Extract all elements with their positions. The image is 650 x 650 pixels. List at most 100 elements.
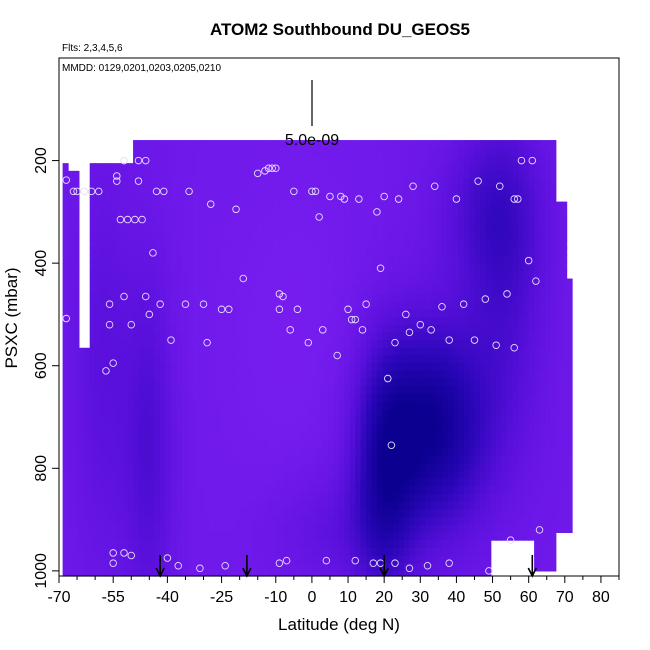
heatmap-cell: [187, 178, 194, 187]
heatmap-cell: [360, 478, 367, 487]
heatmap-cell: [317, 163, 324, 172]
heatmap-cell: [463, 378, 470, 387]
heatmap-cell: [198, 470, 205, 480]
heatmap-cell: [95, 509, 102, 518]
heatmap-cell: [441, 163, 448, 172]
heatmap-cell: [263, 309, 270, 318]
heatmap-cell: [122, 286, 129, 295]
heatmap-cell: [311, 470, 318, 480]
heatmap-cell: [441, 540, 448, 549]
heatmap-cell: [105, 324, 112, 333]
heatmap-cell: [268, 347, 275, 357]
heatmap-cell: [317, 432, 324, 441]
heatmap-cell: [89, 363, 96, 372]
heatmap-cell: [95, 463, 102, 472]
heatmap-cell: [376, 470, 383, 480]
heatmap-cell: [290, 163, 297, 172]
heatmap-cell: [246, 286, 253, 295]
heatmap-cell: [95, 401, 102, 410]
heatmap-cell: [376, 570, 383, 577]
heatmap-cell: [544, 286, 551, 295]
heatmap-cell: [539, 209, 546, 218]
heatmap-cell: [355, 163, 362, 172]
heatmap-cell: [263, 201, 270, 210]
heatmap-cell: [273, 455, 280, 464]
heatmap-cell: [214, 155, 221, 164]
heatmap-cell: [322, 455, 329, 464]
heatmap-cell: [452, 201, 459, 210]
heatmap-cell: [317, 286, 324, 295]
heatmap-cell: [187, 440, 194, 449]
heatmap-cell: [295, 455, 302, 464]
heatmap-cell: [143, 340, 150, 349]
heatmap-cell: [528, 247, 535, 257]
heatmap-cell: [409, 393, 416, 403]
heatmap-cell: [306, 232, 313, 241]
heatmap-cell: [116, 386, 123, 395]
heatmap-cell: [469, 501, 476, 510]
heatmap-cell: [241, 224, 248, 233]
heatmap-cell: [349, 540, 356, 549]
heatmap-cell: [68, 547, 75, 557]
heatmap-cell: [143, 247, 150, 257]
heatmap-cell: [534, 278, 541, 287]
heatmap-cell: [127, 447, 134, 457]
heatmap-cell: [165, 263, 172, 272]
heatmap-cell: [263, 432, 270, 441]
heatmap-cell: [198, 455, 205, 464]
heatmap-cell: [317, 540, 324, 549]
heatmap-cell: [463, 524, 470, 534]
heatmap-cell: [279, 155, 286, 164]
heatmap-cell: [100, 540, 107, 549]
heatmap-cell: [279, 163, 286, 172]
heatmap-cell: [241, 293, 248, 303]
heatmap-cell: [404, 540, 411, 549]
heatmap-cell: [198, 347, 205, 357]
heatmap-cell: [339, 209, 346, 218]
heatmap-cell: [317, 393, 324, 403]
heatmap-cell: [198, 201, 205, 210]
heatmap-cell: [198, 517, 205, 526]
heatmap-cell: [62, 386, 69, 395]
heatmap-cell: [425, 216, 432, 226]
heatmap-cell: [149, 355, 156, 364]
heatmap-cell: [279, 193, 286, 203]
heatmap-cell: [295, 393, 302, 403]
heatmap-cell: [458, 193, 465, 203]
heatmap-cell: [431, 216, 438, 226]
heatmap-cell: [89, 401, 96, 410]
heatmap-cell: [301, 570, 308, 577]
heatmap-cell: [246, 570, 253, 577]
heatmap-cell: [122, 363, 129, 372]
heatmap-cell: [257, 524, 264, 534]
heatmap-cell: [203, 570, 210, 577]
heatmap-cell: [273, 370, 280, 380]
heatmap-cell: [474, 378, 481, 387]
heatmap-cell: [100, 370, 107, 380]
heatmap-cell: [344, 309, 351, 318]
heatmap-cell: [100, 478, 107, 487]
heatmap-cell: [127, 355, 134, 364]
heatmap-cell: [214, 332, 221, 341]
heatmap-cell: [474, 193, 481, 203]
heatmap-cell: [355, 301, 362, 310]
heatmap-cell: [149, 293, 156, 303]
heatmap-cell: [236, 478, 243, 487]
heatmap-cell: [246, 140, 253, 149]
heatmap-cell: [203, 370, 210, 380]
heatmap-cell: [534, 440, 541, 449]
heatmap-cell: [127, 186, 134, 195]
heatmap-cell: [171, 270, 178, 280]
heatmap-cell: [160, 209, 167, 218]
heatmap-cell: [165, 470, 172, 480]
heatmap-cell: [441, 478, 448, 487]
heatmap-cell: [501, 240, 508, 249]
heatmap-cell: [544, 417, 551, 426]
heatmap-cell: [431, 232, 438, 241]
heatmap-cell: [349, 386, 356, 395]
heatmap-cell: [371, 493, 378, 503]
heatmap-cell: [458, 247, 465, 257]
heatmap-cell: [349, 155, 356, 164]
heatmap-cell: [371, 370, 378, 380]
heatmap-cell: [436, 317, 443, 326]
